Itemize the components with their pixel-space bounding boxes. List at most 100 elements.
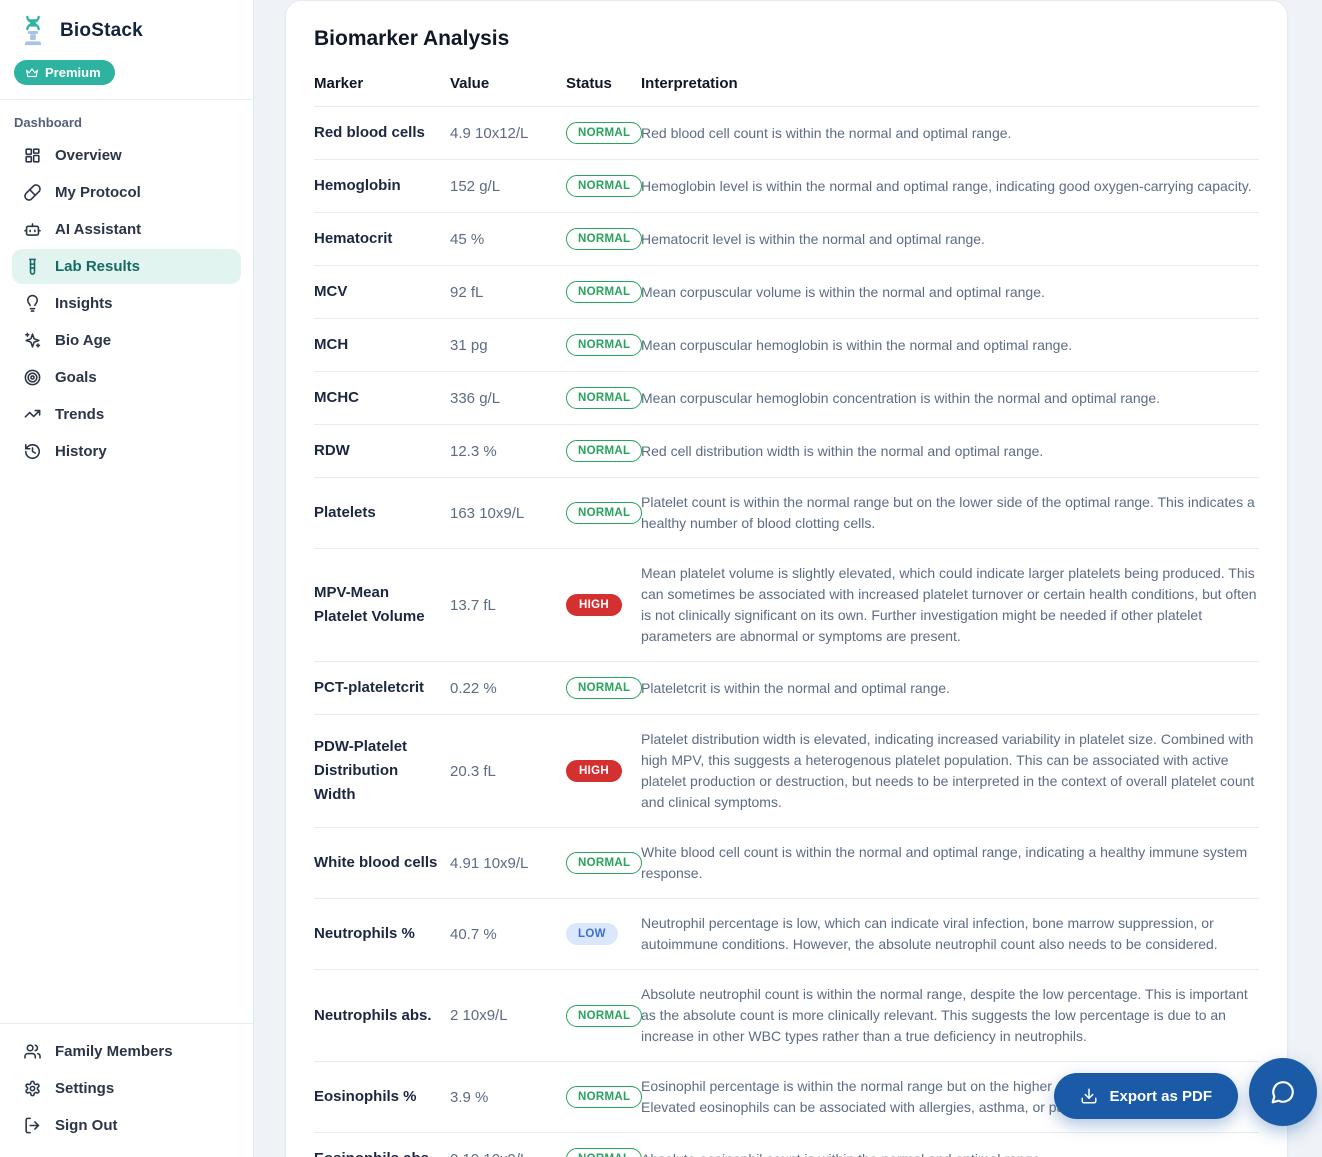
marker-value: 40.7 % — [450, 925, 497, 943]
status-badge: HIGH — [566, 760, 622, 782]
export-pdf-label: Export as PDF — [1109, 1087, 1212, 1105]
interpretation-text: Mean corpuscular hemoglobin concentratio… — [641, 389, 1161, 406]
column-header-marker: Marker — [314, 75, 364, 92]
marker-name: Neutrophils % — [314, 925, 415, 942]
table-row: White blood cells 4.91 10x9/L NORMAL Whi… — [314, 828, 1259, 899]
sidebar-item-label: Bio Age — [55, 332, 112, 349]
marker-value: 0.19 10x9/L — [450, 1151, 566, 1157]
sidebar-item-lab-results[interactable]: Lab Results — [12, 249, 241, 284]
interpretation-text: Plateletcrit is within the normal and op… — [641, 679, 950, 696]
sidebar-item-label: AI Assistant — [55, 221, 142, 238]
marker-name: Platelets — [314, 504, 376, 521]
marker-value: 163 10x9/L — [450, 504, 525, 522]
sparkles-icon — [25, 332, 41, 348]
marker-name: MCV — [314, 283, 348, 300]
marker-name: Hemoglobin — [314, 177, 401, 194]
sidebar-item-label: Trends — [55, 406, 105, 423]
sidebar-item-sign-out[interactable]: Sign Out — [12, 1108, 241, 1143]
status-badge: NORMAL — [566, 281, 643, 303]
marker-value: 13.7 fL — [450, 596, 496, 614]
marker-value: 152 g/L — [450, 177, 501, 195]
sidebar-divider — [0, 99, 253, 100]
table-row: Hemoglobin 152 g/L NORMAL Hemoglobin lev… — [314, 160, 1259, 213]
marker-name: White blood cells — [314, 854, 438, 871]
premium-badge[interactable]: Premium — [14, 60, 115, 85]
sidebar-item-family-members[interactable]: Family Members — [12, 1034, 241, 1069]
column-header-value: Value — [450, 75, 490, 92]
export-pdf-button[interactable]: Export as PDF — [1054, 1073, 1238, 1119]
marker-value: 20.3 fL — [450, 762, 496, 780]
marker-name: RDW — [314, 442, 350, 459]
marker-name: Red blood cells — [314, 124, 425, 141]
marker-name: Eosinophils % — [314, 1088, 417, 1105]
sidebar-item-goals[interactable]: Goals — [12, 360, 241, 395]
marker-name: MCHC — [314, 389, 359, 406]
marker-value: 0.22 % — [450, 679, 497, 697]
table-row: MCH 31 pg NORMAL Mean corpuscular hemogl… — [314, 319, 1259, 372]
target-icon — [24, 369, 41, 386]
marker-value: 31 pg — [450, 336, 488, 354]
sidebar-item-label: History — [55, 443, 107, 460]
grid-icon — [25, 148, 40, 163]
marker-value: 3.9 % — [450, 1088, 489, 1106]
status-badge: NORMAL — [566, 1004, 643, 1027]
interpretation-text: Hemoglobin level is within the normal an… — [641, 177, 1252, 194]
sidebar-section-label: Dashboard — [14, 115, 82, 130]
sidebar-item-label: Insights — [55, 295, 113, 312]
marker-name: PCT-plateletcrit — [314, 679, 425, 696]
status-badge: NORMAL — [566, 1148, 643, 1157]
sidebar-item-bio-age[interactable]: Bio Age — [12, 323, 241, 358]
status-badge: NORMAL — [566, 677, 643, 699]
sidebar-item-label: Overview — [55, 147, 122, 164]
interpretation-text: Mean corpuscular volume is within the no… — [641, 283, 1045, 300]
interpretation-text: Absolute eosinophil count is within the … — [641, 1149, 1259, 1157]
column-header-status: Status — [566, 75, 612, 92]
page-title: Biomarker Analysis — [314, 27, 510, 50]
interpretation-text: Platelet distribution width is elevated,… — [641, 731, 1255, 810]
users-icon — [24, 1044, 41, 1059]
sidebar-item-ai-assistant[interactable]: AI Assistant — [12, 212, 241, 247]
sidebar-item-trends[interactable]: Trends — [12, 397, 241, 432]
biomarker-analysis-card: Biomarker Analysis Marker Value Status I… — [285, 0, 1288, 1157]
lightbulb-icon — [26, 294, 39, 312]
column-header-interpretation: Interpretation — [641, 75, 738, 92]
interpretation-text: Red blood cell count is within the norma… — [641, 124, 1012, 141]
sidebar-item-label: Lab Results — [55, 258, 141, 275]
status-badge: NORMAL — [566, 852, 643, 874]
table-row: PDW-Platelet Distribution Width 20.3 fL … — [314, 715, 1259, 828]
status-badge: HIGH — [566, 594, 622, 616]
status-badge: NORMAL — [566, 502, 643, 524]
status-badge: NORMAL — [566, 387, 643, 409]
table-header-row: Marker Value Status Interpretation — [314, 75, 1259, 107]
test-tube-icon — [28, 258, 37, 275]
table-row: PCT-plateletcrit 0.22 % NORMAL Plateletc… — [314, 662, 1259, 715]
sidebar-item-settings[interactable]: Settings — [12, 1071, 241, 1106]
table-row: Neutrophils abs. 2 10x9/L NORMAL Absolut… — [314, 970, 1259, 1062]
app-logo: BioStack — [12, 10, 241, 56]
marker-value: 4.9 10x12/L — [450, 124, 529, 142]
marker-name: Eosinophils abs. — [314, 1147, 450, 1157]
sidebar-item-insights[interactable]: Insights — [12, 286, 241, 321]
table-row: Neutrophils % 40.7 % LOW Neutrophil perc… — [314, 899, 1259, 970]
table-row: Platelets 163 10x9/L NORMAL Platelet cou… — [314, 478, 1259, 549]
marker-value: 12.3 % — [450, 442, 497, 460]
status-badge: NORMAL — [566, 440, 643, 462]
interpretation-text: Mean corpuscular hemoglobin is within th… — [641, 336, 1073, 353]
status-badge: NORMAL — [566, 228, 643, 250]
table-row: MCV 92 fL NORMAL Mean corpuscular volume… — [314, 266, 1259, 319]
history-icon — [24, 443, 40, 460]
marker-value: 45 % — [450, 230, 485, 248]
status-badge: LOW — [566, 923, 618, 945]
sidebar-item-label: Goals — [55, 369, 97, 386]
sidebar-item-overview[interactable]: Overview — [12, 138, 241, 173]
marker-name: Hematocrit — [314, 230, 393, 247]
marker-value: 92 fL — [450, 283, 484, 301]
table-row: Red blood cells 4.9 10x12/L NORMAL Red b… — [314, 107, 1259, 160]
sidebar-item-my-protocol[interactable]: My Protocol — [12, 175, 241, 210]
interpretation-text: Absolute neutrophil count is within the … — [641, 986, 1248, 1044]
sidebar-item-label: Sign Out — [55, 1117, 118, 1134]
chat-button[interactable] — [1249, 1058, 1317, 1126]
sidebar-footer: Family Members Settings Sign Out — [0, 1023, 253, 1147]
sidebar-item-history[interactable]: History — [12, 434, 241, 469]
interpretation-text: Mean platelet volume is slightly elevate… — [641, 565, 1257, 644]
